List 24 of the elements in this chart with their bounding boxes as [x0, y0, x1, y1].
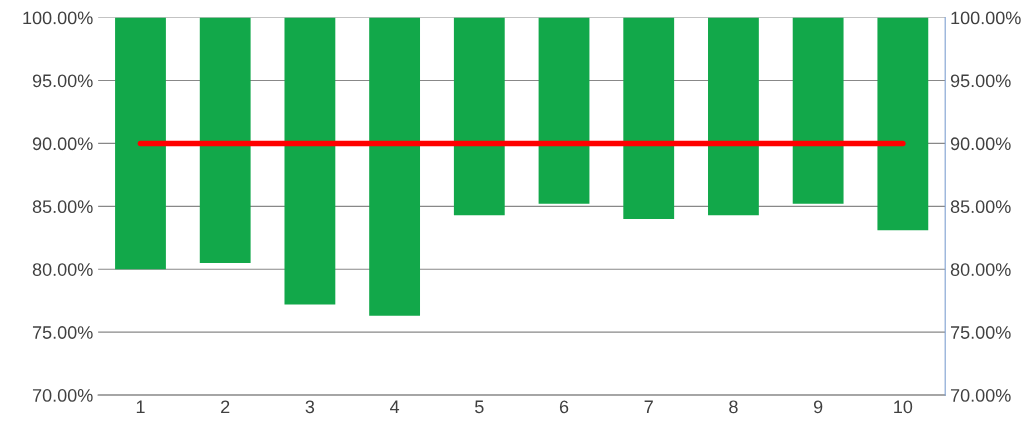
x-tick-label: 2 [221, 400, 230, 414]
y-tick-label: 70.00% [32, 389, 93, 402]
x-tick-label: 5 [475, 400, 484, 414]
y2-tick-label: 90.00% [950, 137, 1011, 151]
y2-tick-label: 100.00% [951, 11, 1021, 25]
x-tick-label: 7 [644, 400, 653, 414]
y-tick-label: 90.00% [32, 137, 93, 151]
y2-tick-label: 85.00% [950, 200, 1011, 214]
y-tick-label: 100.00% [23, 11, 93, 25]
x-tick-label: 8 [729, 400, 738, 414]
x-tick-label: 6 [559, 400, 569, 414]
x-tick-label: 10 [894, 400, 913, 414]
x-tick-label: 4 [390, 400, 400, 414]
y-tick-label: 80.00% [32, 263, 93, 276]
y-tick-label: 85.00% [32, 200, 93, 214]
x-tick-label: 3 [305, 400, 315, 414]
x-tick-label: 1 [136, 400, 145, 414]
y2-tick-label: 70.00% [950, 389, 1011, 402]
y2-tick-label: 80.00% [950, 263, 1011, 276]
x-tick-label: 9 [813, 400, 823, 414]
y-tick-label: 95.00% [32, 74, 93, 88]
y-tick-label: 75.00% [32, 326, 93, 339]
y2-tick-label: 75.00% [950, 326, 1011, 339]
y2-tick-label: 95.00% [950, 74, 1011, 88]
